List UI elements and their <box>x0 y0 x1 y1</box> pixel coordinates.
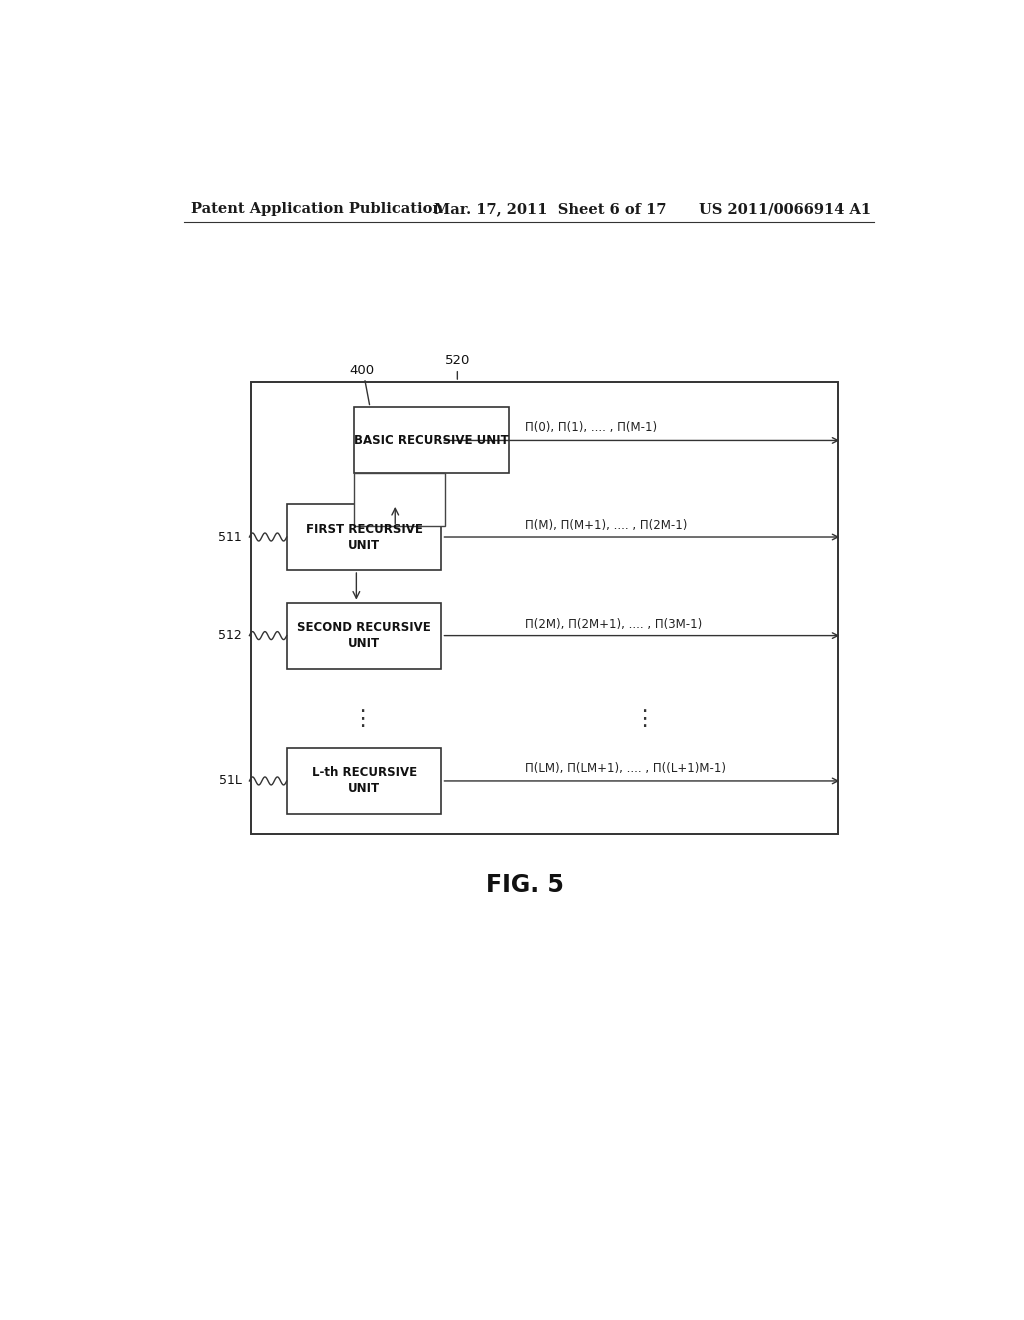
Text: US 2011/0066914 A1: US 2011/0066914 A1 <box>699 202 871 216</box>
Text: Π(LM), Π(LM+1), .... , Π((L+1)M-1): Π(LM), Π(LM+1), .... , Π((L+1)M-1) <box>524 762 726 775</box>
Text: Patent Application Publication: Patent Application Publication <box>191 202 443 216</box>
Bar <box>287 602 441 669</box>
Text: 520: 520 <box>444 354 470 367</box>
Text: Π(M), Π(M+1), .... , Π(2M-1): Π(M), Π(M+1), .... , Π(2M-1) <box>524 519 687 532</box>
Text: ⋮: ⋮ <box>633 709 655 730</box>
Text: ⋮: ⋮ <box>351 709 373 730</box>
Text: Π(2M), Π(2M+1), .... , Π(3M-1): Π(2M), Π(2M+1), .... , Π(3M-1) <box>524 618 702 631</box>
Text: 400: 400 <box>349 364 375 378</box>
Bar <box>354 408 509 474</box>
Bar <box>354 474 445 527</box>
Text: BASIC RECURSIVE UNIT: BASIC RECURSIVE UNIT <box>354 434 509 447</box>
Bar <box>287 504 441 570</box>
Text: 512: 512 <box>218 630 242 642</box>
Text: 51L: 51L <box>218 775 242 788</box>
Text: Π(0), Π(1), .... , Π(M-1): Π(0), Π(1), .... , Π(M-1) <box>524 421 657 434</box>
Text: L-th RECURSIVE
UNIT: L-th RECURSIVE UNIT <box>311 767 417 796</box>
Text: FIG. 5: FIG. 5 <box>485 873 564 898</box>
Bar <box>251 381 839 834</box>
Text: SECOND RECURSIVE
UNIT: SECOND RECURSIVE UNIT <box>297 622 431 649</box>
Text: FIRST RECURSIVE
UNIT: FIRST RECURSIVE UNIT <box>305 523 423 552</box>
Text: 511: 511 <box>218 531 242 544</box>
Bar <box>287 748 441 814</box>
Text: Mar. 17, 2011  Sheet 6 of 17: Mar. 17, 2011 Sheet 6 of 17 <box>433 202 666 216</box>
